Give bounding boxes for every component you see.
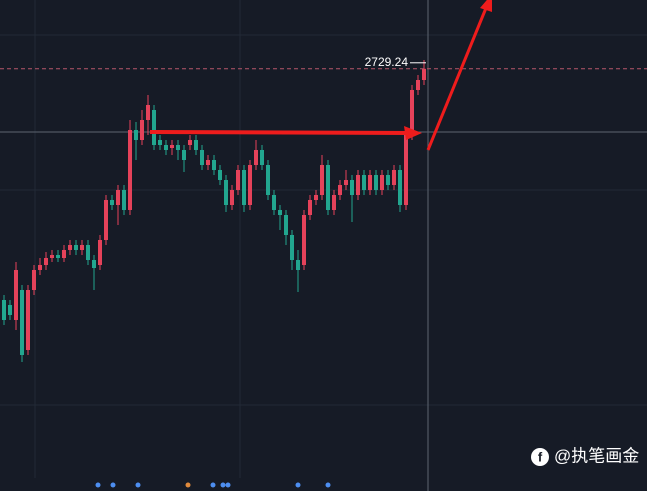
candle-body bbox=[176, 145, 180, 150]
candle-body bbox=[170, 145, 174, 148]
candle-body bbox=[386, 175, 390, 185]
candle-body bbox=[68, 245, 72, 250]
candle-body bbox=[272, 195, 276, 210]
candle-body bbox=[128, 130, 132, 210]
event-dot bbox=[210, 482, 216, 488]
candle-body bbox=[326, 165, 330, 210]
candle-body bbox=[164, 145, 168, 150]
candle-body bbox=[296, 260, 300, 270]
candle-body bbox=[56, 255, 60, 258]
candle-body bbox=[302, 215, 306, 265]
candle-body bbox=[8, 305, 12, 315]
event-markers bbox=[95, 482, 331, 488]
arrow-line bbox=[426, 7, 488, 151]
candle-body bbox=[356, 175, 360, 195]
event-dot bbox=[220, 482, 226, 488]
candle-body bbox=[362, 175, 366, 190]
candle-body bbox=[158, 140, 162, 145]
candle-body bbox=[350, 180, 354, 195]
candle-body bbox=[254, 150, 258, 165]
candle-body bbox=[218, 170, 222, 180]
candle-body bbox=[392, 170, 396, 185]
candle-body bbox=[98, 240, 102, 265]
candle-body bbox=[50, 255, 54, 258]
candle-body bbox=[410, 90, 414, 135]
candle-body bbox=[134, 130, 138, 140]
candle-body bbox=[20, 290, 24, 355]
arrow-head bbox=[480, 0, 492, 12]
candle-body bbox=[26, 290, 30, 350]
candle-body bbox=[194, 140, 198, 150]
event-dot bbox=[295, 482, 301, 488]
candle-body bbox=[32, 270, 36, 290]
annotation-arrows bbox=[149, 0, 492, 151]
candle-body bbox=[290, 235, 294, 260]
candle-body bbox=[224, 180, 228, 205]
candle-body bbox=[416, 80, 420, 90]
candle-body bbox=[182, 150, 186, 160]
candle-body bbox=[116, 190, 120, 205]
candle-body bbox=[14, 270, 18, 320]
candle-body bbox=[206, 160, 210, 165]
candle-body bbox=[332, 195, 336, 210]
candle-body bbox=[374, 175, 378, 190]
candle-body bbox=[140, 120, 144, 140]
candle-body bbox=[212, 160, 216, 170]
watermark-icon bbox=[531, 448, 549, 466]
candle-body bbox=[380, 175, 384, 190]
event-dot bbox=[110, 482, 116, 488]
candle-body bbox=[200, 150, 204, 165]
last-price-label: 2729.24 bbox=[365, 55, 409, 69]
event-dot bbox=[135, 482, 141, 488]
candle-body bbox=[188, 140, 192, 145]
arrow-head bbox=[404, 126, 422, 140]
candle-body bbox=[44, 258, 48, 265]
watermark: f @执笔画金 bbox=[531, 446, 639, 466]
candle-body bbox=[62, 250, 66, 258]
candle-body bbox=[266, 165, 270, 195]
grid bbox=[0, 0, 647, 478]
candle-body bbox=[230, 190, 234, 205]
candle-body bbox=[260, 150, 264, 165]
candle-body bbox=[146, 105, 150, 120]
arrow-line bbox=[149, 130, 411, 135]
candle-body bbox=[278, 210, 282, 215]
candle-body bbox=[284, 215, 288, 235]
event-dot bbox=[185, 482, 191, 488]
candle-body bbox=[398, 170, 402, 205]
event-dot bbox=[325, 482, 331, 488]
candle-body bbox=[110, 200, 114, 205]
candle-body bbox=[320, 165, 324, 195]
plot: 2729.24 bbox=[0, 55, 647, 362]
candle-body bbox=[242, 170, 246, 205]
candle-body bbox=[344, 180, 348, 185]
watermark-icon-letter: f bbox=[538, 449, 543, 464]
candle-body bbox=[308, 200, 312, 215]
candle-body bbox=[74, 245, 78, 250]
candle-body bbox=[38, 265, 42, 270]
candle-body bbox=[248, 165, 252, 205]
watermark-text: @执笔画金 bbox=[554, 446, 639, 465]
candle-body bbox=[236, 170, 240, 190]
candle-body bbox=[404, 135, 408, 205]
event-dot bbox=[95, 482, 101, 488]
candle-body bbox=[104, 200, 108, 240]
candle-body bbox=[368, 175, 372, 190]
candle-body bbox=[80, 245, 84, 250]
candle-body bbox=[314, 195, 318, 200]
candle-body bbox=[152, 110, 156, 145]
event-dot bbox=[225, 482, 231, 488]
candle-body bbox=[122, 190, 126, 210]
candle-body bbox=[338, 185, 342, 195]
candle-body bbox=[2, 300, 6, 320]
candle-body bbox=[92, 260, 96, 268]
candle-body bbox=[86, 245, 90, 260]
candle-body bbox=[422, 68, 426, 80]
